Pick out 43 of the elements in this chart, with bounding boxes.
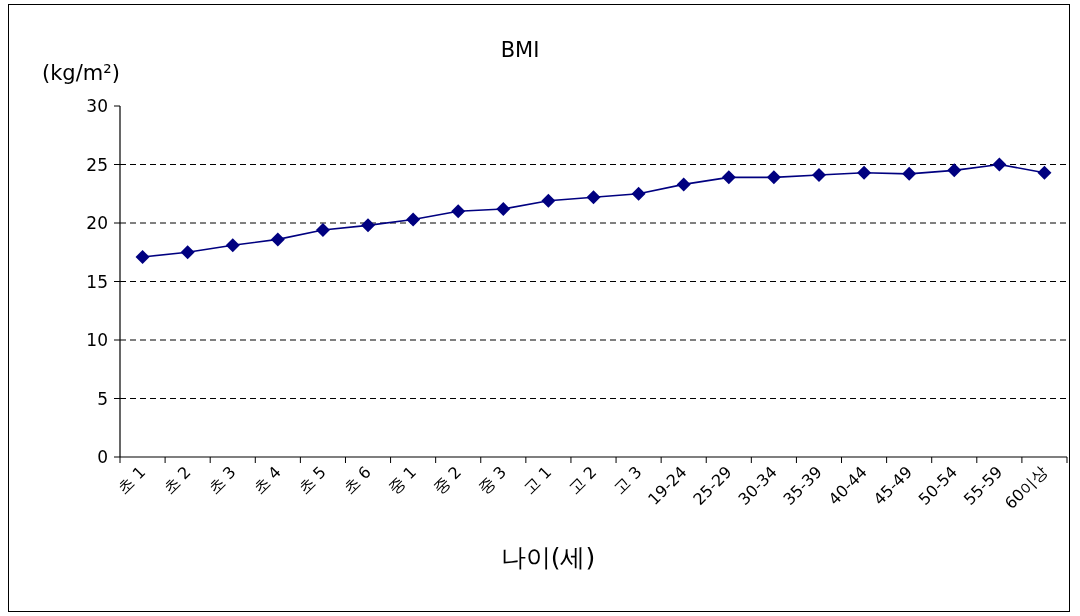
x-tick-label: 초 1 — [113, 462, 150, 498]
point — [676, 177, 691, 192]
point — [135, 249, 150, 264]
y-axis-title: (kg/m²) — [42, 61, 120, 85]
point — [180, 245, 195, 260]
x-tick-label: 고 2 — [564, 462, 601, 498]
point — [811, 168, 826, 183]
point — [721, 170, 736, 185]
x-tick-label: 중 2 — [429, 462, 466, 498]
point — [586, 190, 601, 205]
point — [270, 232, 285, 247]
y-tick-label: 25 — [86, 154, 108, 175]
x-tick-label: 중 3 — [474, 462, 511, 498]
x-tick-label: 중 1 — [384, 462, 420, 498]
point — [406, 212, 421, 227]
point — [315, 223, 330, 238]
x-tick-label: 초 3 — [204, 462, 240, 498]
y-tick-label: 5 — [97, 388, 108, 409]
chart-title: BMI — [500, 38, 540, 62]
point — [947, 163, 962, 178]
point — [451, 204, 466, 219]
x-tick-label: 고 1 — [519, 462, 556, 498]
point — [902, 166, 917, 181]
y-tick-label: 0 — [97, 447, 108, 467]
x-tick-label: 고 3 — [609, 462, 646, 498]
y-tick-label: 20 — [86, 213, 108, 233]
x-axis-title: 나이(세) — [500, 543, 596, 572]
x-tick-label: 초 6 — [339, 462, 375, 498]
point — [631, 186, 646, 201]
point — [857, 165, 872, 180]
point — [992, 157, 1007, 172]
point — [766, 170, 781, 185]
point — [1037, 165, 1052, 180]
y-tick-label: 15 — [86, 271, 108, 292]
point — [361, 218, 376, 233]
y-tick-label: 30 — [86, 96, 108, 116]
point — [496, 201, 511, 216]
x-tick-label: 초 4 — [249, 462, 285, 498]
x-tick-label: 초 5 — [294, 462, 330, 498]
x-tick-label: 초 2 — [158, 462, 195, 498]
y-tick-label: 10 — [86, 330, 108, 350]
point — [541, 193, 556, 208]
point — [225, 238, 240, 253]
